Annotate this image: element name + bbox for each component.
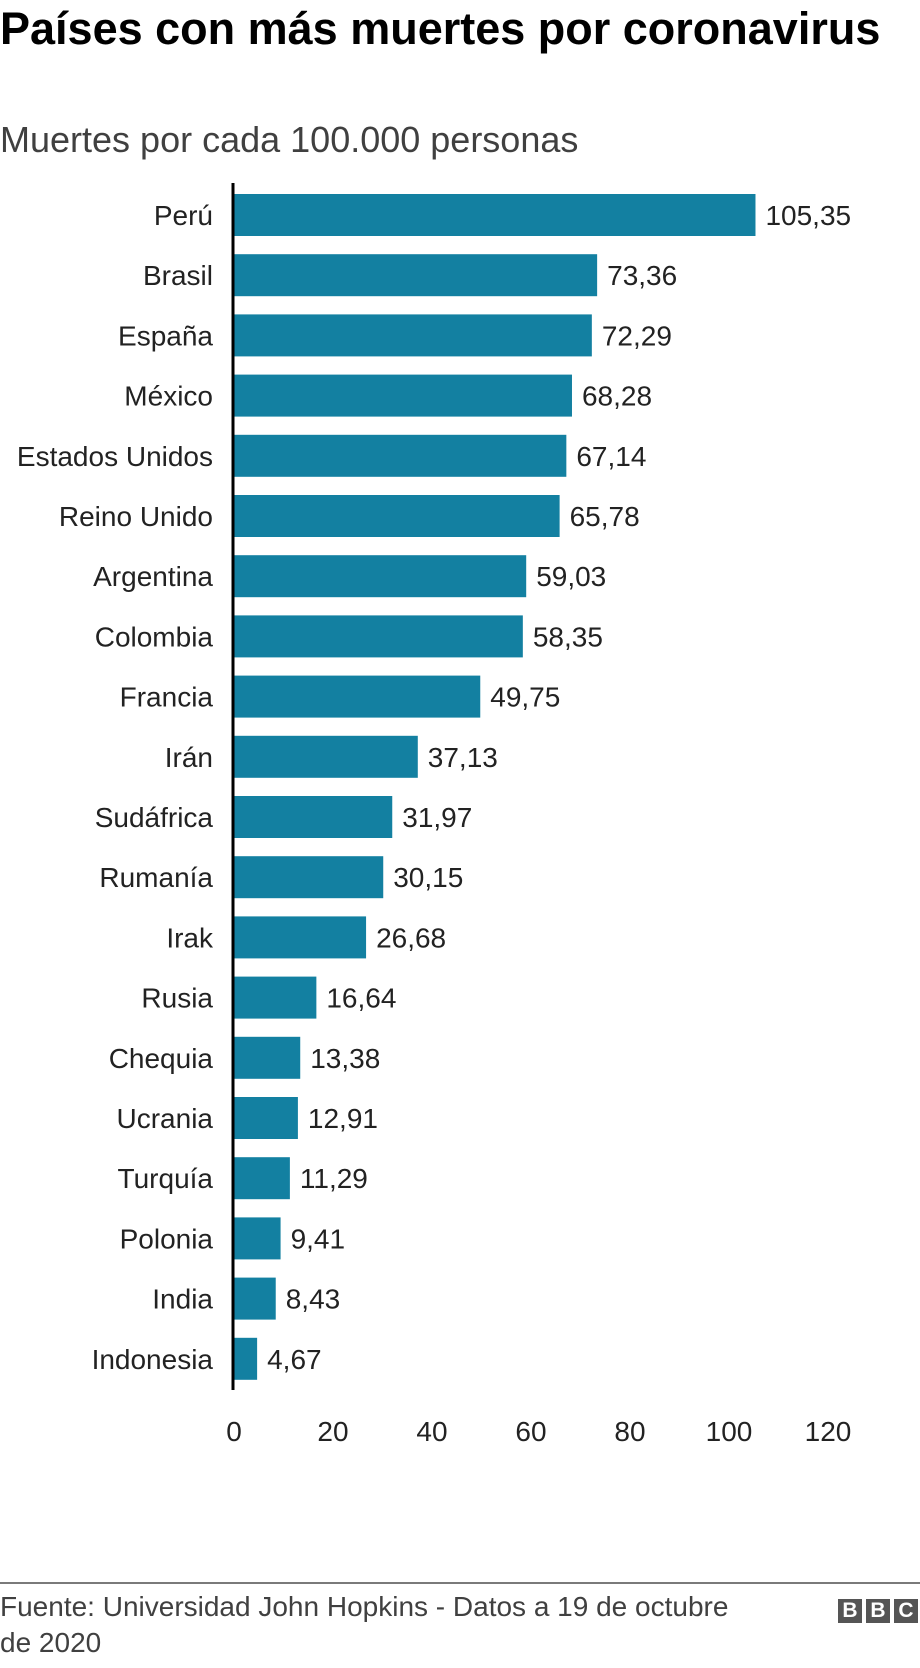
bar: [234, 916, 367, 959]
x-tick-label: 20: [317, 1416, 348, 1447]
bar: [234, 1277, 276, 1320]
bar: [234, 856, 384, 899]
category-labels-group: Perú Brasil España México Estados Unidos Rein…: [17, 200, 214, 1375]
category-label: Irán: [165, 742, 213, 773]
bar: [234, 254, 598, 297]
bar: [234, 1337, 258, 1380]
value-label: 58,35: [533, 621, 603, 652]
value-labels-group: 105,35 73,36 72,29 68,28 67,14 65,78 59,03 58,3…: [267, 200, 851, 1375]
value-label: 13,38: [310, 1043, 380, 1074]
value-label: 8,43: [286, 1284, 341, 1315]
x-axis-ticks-group: 0 20 40 60 80 100 120: [226, 1416, 851, 1447]
category-label: Reino Unido: [59, 501, 213, 532]
x-tick-label: 0: [226, 1416, 242, 1447]
bar-chart: Perú Brasil España México Estados Unidos Rein…: [17, 183, 851, 1447]
category-label: Rusia: [141, 983, 213, 1014]
value-label: 65,78: [570, 501, 640, 532]
bar: [234, 615, 523, 658]
bbc-logo: B B C: [838, 1599, 918, 1623]
x-tick-label: 60: [515, 1416, 546, 1447]
bar: [234, 796, 393, 838]
category-label: Argentina: [93, 561, 213, 592]
bar: [234, 1157, 290, 1200]
value-label: 9,41: [291, 1223, 346, 1254]
x-tick-label: 100: [706, 1416, 753, 1447]
bar: [234, 675, 481, 718]
bar: [234, 434, 567, 477]
category-label: Brasil: [143, 260, 213, 291]
source-note: Fuente: Universidad John Hopkins - Datos…: [0, 1591, 729, 1658]
chart-title: Países con más muertes por coronavirus: [0, 3, 881, 54]
bar: [234, 1217, 281, 1260]
bbc-logo-letter: B: [838, 1599, 862, 1623]
bar: [234, 555, 527, 598]
category-label: Indonesia: [92, 1344, 214, 1375]
bar: [234, 1097, 298, 1139]
bars-group: [234, 194, 756, 1380]
category-label: Irak: [166, 922, 214, 953]
category-label: India: [152, 1284, 213, 1315]
category-label: Chequia: [109, 1043, 214, 1074]
chart-subtitle: Muertes por cada 100.000 personas: [0, 119, 579, 160]
category-label: Estados Unidos: [17, 441, 213, 472]
value-label: 16,64: [326, 983, 396, 1014]
category-label: Sudáfrica: [95, 802, 214, 833]
bar: [234, 374, 572, 417]
value-label: 37,13: [428, 742, 498, 773]
bar: [234, 194, 756, 236]
value-label: 72,29: [602, 320, 672, 351]
value-label: 49,75: [490, 682, 560, 713]
bar: [234, 495, 560, 537]
value-label: 105,35: [765, 200, 851, 231]
bar: [234, 976, 317, 1019]
category-label: Turquía: [118, 1163, 214, 1194]
value-label: 67,14: [576, 441, 646, 472]
category-label: Francia: [120, 682, 214, 713]
x-tick-label: 40: [416, 1416, 447, 1447]
value-label: 73,36: [607, 260, 677, 291]
value-label: 68,28: [582, 381, 652, 412]
bbc-logo-letter: B: [866, 1599, 890, 1623]
value-label: 12,91: [308, 1103, 378, 1134]
value-label: 11,29: [300, 1163, 368, 1194]
category-label: España: [118, 320, 213, 351]
category-label: Rumanía: [99, 862, 213, 893]
value-label: 26,68: [376, 922, 446, 953]
bbc-logo-letter: C: [894, 1599, 918, 1623]
footer-divider: [0, 1582, 920, 1584]
bar: [234, 735, 418, 778]
bar: [234, 1036, 301, 1079]
category-label: Ucrania: [117, 1103, 214, 1134]
x-tick-label: 120: [805, 1416, 852, 1447]
category-label: México: [124, 381, 213, 412]
value-label: 31,97: [402, 802, 472, 833]
category-label: Polonia: [120, 1223, 214, 1254]
x-tick-label: 80: [614, 1416, 645, 1447]
category-label: Colombia: [95, 621, 214, 652]
value-label: 4,67: [267, 1344, 322, 1375]
value-label: 30,15: [393, 862, 463, 893]
bar: [234, 314, 592, 357]
category-label: Perú: [154, 200, 213, 231]
value-label: 59,03: [536, 561, 606, 592]
